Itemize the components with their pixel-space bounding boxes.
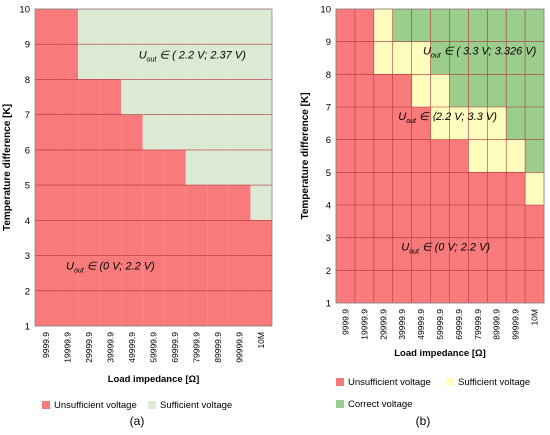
cell-sufficient-7 (185, 9, 208, 186)
plot-frame (335, 8, 545, 304)
chart-panel-a: 1 2 3 4 5 6 7 8 9 10 9999.9 19999.9 29999.9 39999.9 49… (2, 5, 273, 428)
y-tick-label: 5 (326, 168, 331, 179)
y-tick-label: 3 (25, 251, 30, 262)
legend-swatch (336, 400, 344, 408)
region-annotation: Uout ∈ (0 V; 2.2 V) (66, 261, 155, 275)
cell-unsufficient-10 (525, 205, 544, 303)
cell-correct-8 (487, 9, 507, 107)
x-tick-label: 9999.9 (41, 332, 51, 358)
legend-swatch (336, 378, 344, 386)
legend-label: Correct voltage (348, 399, 412, 410)
x-tick-label: 79999.9 (192, 332, 202, 363)
x-axis-label: Load impedance [Ω] (394, 348, 486, 359)
cell-unsufficient-0 (336, 9, 355, 303)
y-tick-label: 10 (320, 5, 331, 16)
cell-sufficient-3 (392, 41, 412, 75)
cell-sufficient-9 (228, 9, 251, 186)
panel-caption: (b) (416, 414, 431, 428)
x-tick-label: 19999.9 (62, 332, 72, 363)
cell-unsufficient-6 (164, 149, 186, 326)
x-tick-label: 59999.9 (435, 309, 445, 340)
x-tick-label: 49999.9 (416, 309, 426, 340)
cell-correct-4 (411, 9, 431, 42)
y-tick-label: 9 (25, 40, 30, 51)
cell-sufficient-4 (121, 9, 143, 115)
y-tick-label: 4 (25, 216, 30, 227)
y-tick-label: 7 (326, 103, 331, 114)
cell-unsufficient-3 (392, 74, 412, 303)
legend-label: Unsufficient voltage (54, 400, 137, 411)
x-tick-label: 99999.9 (511, 309, 521, 340)
legend-swatch (446, 378, 454, 386)
cell-correct-7 (468, 9, 488, 107)
y-tick-label: 3 (326, 233, 331, 244)
legend-label: Sufficient voltage (458, 377, 530, 388)
y-tick-label: 2 (326, 266, 331, 277)
y-axis-label: Temperature difference [K] (2, 104, 13, 231)
x-tick-label: 19999.9 (359, 309, 369, 340)
region-annotation: Uout ∈ ( 3.3 V; 3.326 V) (423, 46, 537, 60)
cell-correct-10 (525, 9, 544, 173)
y-tick-label: 9 (326, 37, 331, 48)
legend-label: Sufficient voltage (160, 400, 232, 411)
x-tick-label: 39999.9 (397, 309, 407, 340)
cell-unsufficient-2 (373, 74, 393, 303)
cell-unsufficient-10 (250, 220, 272, 326)
y-tick-label: 4 (326, 201, 331, 212)
y-tick-label: 6 (326, 135, 331, 146)
x-tick-label: 49999.9 (127, 332, 137, 363)
x-tick-label: 59999.9 (149, 332, 159, 363)
cell-sufficient-9 (506, 139, 526, 173)
x-tick-label: 69999.9 (170, 332, 180, 363)
cell-unsufficient-3 (99, 79, 122, 326)
x-tick-label: 89999.9 (492, 309, 502, 340)
y-tick-label: 1 (326, 299, 331, 310)
region-annotation: Uout ∈ ⟨2.2 V; 3.3 V) (398, 111, 497, 125)
cell-unsufficient-5 (430, 139, 450, 303)
y-tick-label: 5 (25, 181, 30, 192)
x-tick-label: 99999.9 (235, 332, 245, 363)
x-tick-label: 29999.9 (84, 332, 94, 363)
plot-frame (34, 8, 273, 327)
y-tick-label: 7 (25, 110, 30, 121)
y-tick-label: 10 (19, 5, 30, 16)
y-tick-label: 8 (25, 75, 30, 86)
cell-unsufficient-1 (56, 9, 79, 326)
cell-unsufficient-2 (78, 79, 100, 326)
y-tick-label: 6 (25, 145, 30, 156)
y-axis-label: Temperature difference [K] (300, 92, 311, 219)
legend-swatch (42, 401, 50, 409)
y-tick-label: 8 (326, 70, 331, 81)
x-tick-label: 39999.9 (105, 332, 115, 363)
x-tick-label: 89999.9 (213, 332, 223, 363)
cell-sufficient-6 (449, 107, 469, 140)
cell-unsufficient-0 (35, 9, 57, 326)
region-annotation: Uout ∈ ( 2.2 V; 2.37 V) (139, 49, 247, 63)
x-tick-label: 10M (530, 309, 540, 326)
cell-sufficient-8 (207, 9, 229, 186)
legend-label: Unsufficient voltage (348, 377, 431, 388)
cell-sufficient-10 (525, 172, 544, 205)
panel-caption: (a) (130, 414, 145, 428)
x-tick-label: 69999.9 (454, 309, 464, 340)
x-tick-label: 79999.9 (473, 309, 483, 340)
cell-unsufficient-5 (142, 149, 165, 326)
x-tick-label: 10M (256, 332, 266, 349)
x-axis-label: Load impedance [Ω] (108, 374, 200, 385)
y-tick-label: 1 (25, 322, 30, 333)
chart-panel-b: 1 2 3 4 5 6 7 8 9 10 9999.9 19999.9 29999.9 39999.9 49… (300, 5, 545, 428)
cell-unsufficient-6 (449, 139, 469, 303)
y-tick-label: 2 (25, 286, 30, 297)
cell-unsufficient-1 (354, 9, 374, 303)
legend-swatch (148, 401, 156, 409)
x-tick-label: 29999.9 (378, 309, 388, 340)
x-tick-label: 9999.9 (340, 309, 350, 335)
cell-correct-6 (449, 9, 469, 107)
region-annotation: Uout ∈ (0 V; 2.2 V) (401, 242, 490, 256)
cell-correct-3 (392, 9, 412, 42)
